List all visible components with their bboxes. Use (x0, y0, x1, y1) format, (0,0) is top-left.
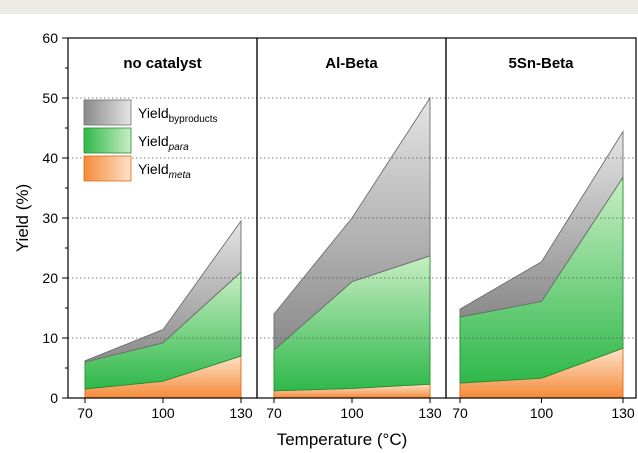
y-tick-label: 0 (50, 390, 58, 406)
x-tick-label: 130 (611, 405, 635, 421)
grid-layer (68, 97, 636, 339)
x-tick-label: 70 (266, 405, 282, 421)
panel-title: no catalyst (123, 55, 201, 72)
y-tick-label: 20 (42, 270, 58, 286)
y-tick-label: 30 (42, 210, 58, 226)
x-tick-label: 70 (77, 405, 93, 421)
x-tick-label: 100 (151, 405, 175, 421)
legend: Yieldbyproducts Yieldpara Yieldmeta (83, 99, 218, 182)
title-layer: no catalyst Al-Beta 5Sn-Beta (123, 55, 574, 72)
panel-title: Al-Beta (325, 55, 378, 72)
x-tick-label: 100 (340, 405, 364, 421)
x-tick-label: 130 (229, 405, 253, 421)
x-tick-label: 130 (418, 405, 442, 421)
legend-label-para: Yieldpara (138, 133, 189, 153)
x-tick-label: 70 (452, 405, 468, 421)
x-axis-title: Temperature (°C) (277, 430, 408, 449)
y-tick-label: 10 (42, 330, 58, 346)
area-5sn-beta-byproducts (459, 130, 624, 318)
area-no-catalyst-byproducts (84, 219, 242, 363)
top-strip (0, 0, 638, 14)
legend-swatch-para (83, 127, 132, 154)
y-tick-label: 40 (42, 150, 58, 166)
legend-swatch-meta (83, 155, 132, 182)
x-tick-label: 100 (530, 405, 554, 421)
y-axis-title: Yield (%) (13, 184, 32, 252)
y-tick-label: 60 (42, 30, 58, 46)
legend-swatch-byproducts (83, 99, 132, 126)
legend-label-byproducts: Yieldbyproducts (138, 105, 218, 125)
y-tick-label: 50 (42, 90, 58, 106)
legend-label-meta: Yieldmeta (138, 161, 191, 181)
panel-title: 5Sn-Beta (508, 55, 574, 72)
tick-layer: 70 100 130 70 100 130 70 100 130 0 10 20 30 40 50 60 (42, 30, 634, 421)
